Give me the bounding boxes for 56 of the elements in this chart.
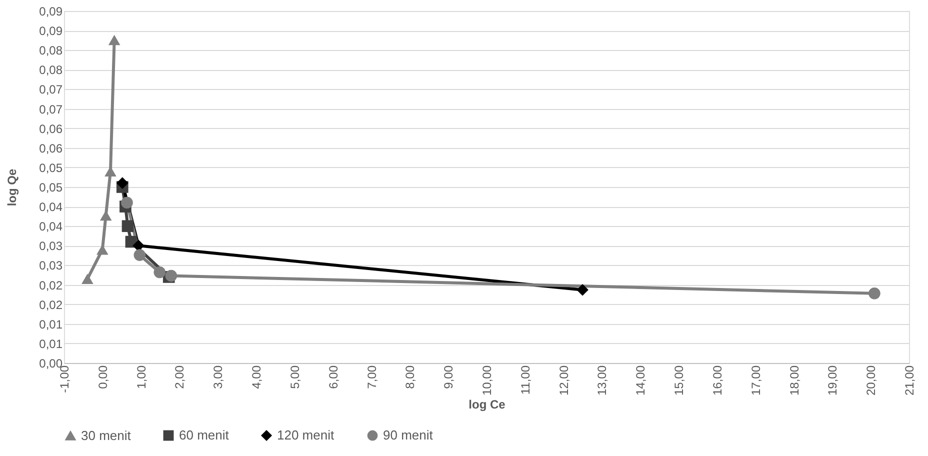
y-tick-label: 0,05 xyxy=(39,160,63,175)
x-axis-title: log Ce xyxy=(468,398,506,412)
point xyxy=(868,287,880,300)
y-tick-label: 0,07 xyxy=(39,102,63,116)
y-tick-label: 0,05 xyxy=(39,180,63,194)
point xyxy=(134,249,146,261)
legend-label: 90 menit xyxy=(383,428,434,443)
legend-label: 30 menit xyxy=(81,428,132,443)
y-tick-label: 0,03 xyxy=(39,258,63,273)
point xyxy=(121,196,133,209)
y-tick-label: 0,02 xyxy=(39,278,63,292)
x-tick-label: 11,00 xyxy=(518,365,532,395)
x-tick-label: 6,00 xyxy=(326,365,340,389)
y-tick-label: 0,07 xyxy=(39,82,63,97)
x-tick-label: 20,00 xyxy=(864,365,878,396)
y-tick-label: 0,08 xyxy=(39,44,63,58)
y-tick-label: 0,03 xyxy=(39,239,63,254)
y-tick-label: 0,08 xyxy=(39,63,63,78)
x-tick-label: 18,00 xyxy=(787,365,802,396)
x-tick-label: 1,00 xyxy=(134,365,148,389)
x-tick-label: 9,00 xyxy=(442,365,456,389)
point xyxy=(82,274,94,284)
x-tick-label: 8,00 xyxy=(403,365,418,389)
y-tick-label: 0,02 xyxy=(39,298,63,312)
y-tick-label: 0,09 xyxy=(39,24,63,38)
y-tick-label: 0,04 xyxy=(39,220,63,234)
y-tick-label: 0,01 xyxy=(39,336,63,351)
legend-label: 120 menit xyxy=(277,428,334,443)
x-tick-label: 7,00 xyxy=(364,365,379,389)
x-tick-label: 21,00 xyxy=(902,365,916,396)
legend-label: 60 menit xyxy=(179,428,230,443)
y-axis-title: log Qe xyxy=(5,168,20,206)
point xyxy=(165,270,178,282)
x-tick-label: 2,00 xyxy=(172,365,187,389)
point xyxy=(576,284,588,296)
point xyxy=(116,177,128,190)
y-tick-label: 0,06 xyxy=(39,141,63,156)
point xyxy=(154,266,166,278)
x-tick-label: 15,00 xyxy=(672,365,686,396)
point xyxy=(108,34,120,46)
y-tick-label: 0,04 xyxy=(39,200,63,214)
x-tick-label: 4,00 xyxy=(250,365,264,389)
x-tick-label: 5,00 xyxy=(288,365,302,389)
y-tick-label: 0,09 xyxy=(39,4,63,18)
x-tick-label: 14,00 xyxy=(634,365,648,396)
x-tick-label: 19,00 xyxy=(826,365,840,396)
y-tick-label: 0,01 xyxy=(39,317,63,332)
x-tick-label: 3,00 xyxy=(211,365,226,389)
x-tick-label: 12,00 xyxy=(556,365,571,396)
y-tick-label: 0,06 xyxy=(39,122,63,136)
point xyxy=(122,220,134,232)
x-tick-label: 16,00 xyxy=(710,365,724,396)
x-tick-label: 13,00 xyxy=(595,365,610,396)
x-tick-label: 17,00 xyxy=(748,365,763,396)
x-tick-label: 0,00 xyxy=(96,365,110,389)
x-tick-label: 10,00 xyxy=(480,365,494,396)
